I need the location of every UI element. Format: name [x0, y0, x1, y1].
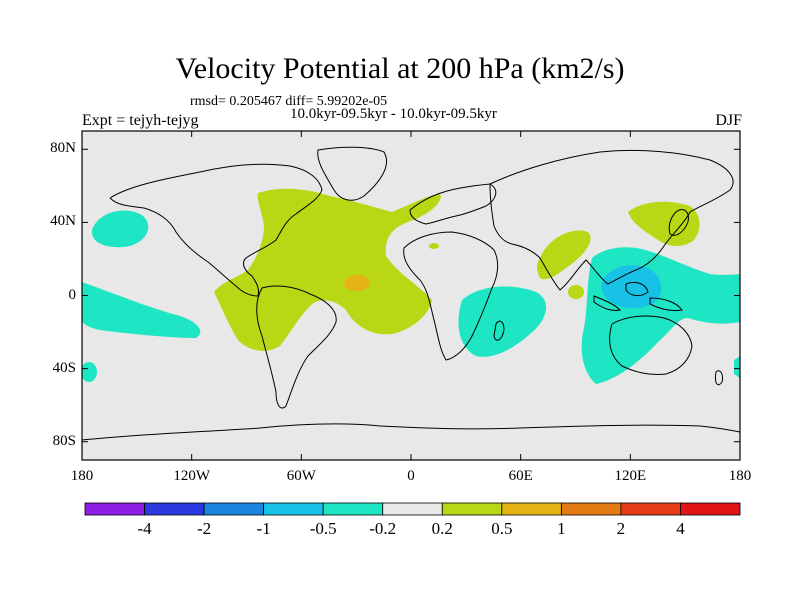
colorbar-level-label: 0.2 [431, 519, 453, 538]
y-tick-label: 40N [50, 213, 76, 230]
colorbar-level-label: 1 [557, 519, 566, 538]
x-tick-label: 180 [70, 468, 94, 484]
region-maritime-continent-core [601, 265, 662, 309]
colorbar-level-label: -0.5 [309, 519, 337, 538]
season-label: DJF [715, 112, 742, 129]
region-india-positive [537, 230, 591, 280]
region-indian-ocean-negative [458, 286, 547, 357]
colorbar-level-label: -4 [137, 519, 152, 538]
axis-ticks [81, 131, 741, 460]
colorbar-swatch [620, 502, 681, 516]
x-tick-label: 0 [407, 468, 415, 484]
colorbar [84, 502, 741, 516]
colorbar-swatch [322, 502, 384, 516]
x-tick-label: 120E [614, 468, 647, 484]
colorbar-level-label: -1 [256, 519, 271, 538]
region-south-pacific-negative [82, 362, 97, 382]
colorbar-swatch [680, 502, 741, 516]
x-tick-label: 60W [286, 468, 316, 484]
experiment-label: Expt = tejyh-tejyg [82, 112, 199, 129]
region-east-pacific-edge-negative [734, 356, 740, 378]
region-east-pacific-negative [82, 282, 201, 338]
colorbar-swatch [382, 502, 443, 516]
periods-label: 10.0kyr-09.5kyr - 10.0kyr-09.5kyr [290, 106, 497, 122]
colorbar-swatch [84, 502, 145, 516]
colorbar-swatch [263, 502, 324, 516]
region-east-asia-positive [628, 201, 700, 246]
coastlines [82, 146, 740, 441]
region-west-africa-positive [429, 243, 439, 249]
colorbar-swatch [144, 502, 205, 516]
x-tick-label: 60E [508, 468, 533, 484]
colorbar-level-label: 4 [676, 519, 685, 538]
y-tick-label: 80N [50, 140, 76, 157]
region-north-pacific-negative [91, 210, 149, 248]
region-atlantic-americas-positive [214, 188, 441, 351]
x-tick-label: 180 [728, 468, 752, 484]
colorbar-swatch [501, 502, 562, 516]
colorbar-swatch [560, 502, 622, 516]
x-tick-label: 120W [173, 468, 210, 484]
y-tick-label: 80S [52, 432, 76, 449]
chart-title: Velocity Potential at 200 hPa (km2/s) [175, 52, 625, 85]
colorbar-level-label: 0.5 [491, 519, 513, 538]
stats-line: rmsd= 0.205467 diff= 5.99202e-05 [190, 94, 388, 109]
region-central-atlantic-max [344, 275, 370, 291]
region-sri-lanka-positive [568, 285, 584, 299]
colorbar-level-label: -0.2 [369, 519, 397, 538]
y-tick-label: 0 [68, 286, 77, 303]
colorbar-swatch [203, 502, 265, 516]
colorbar-level-label: 2 [616, 519, 626, 538]
colorbar-swatch [441, 502, 503, 516]
y-tick-label: 40S [52, 359, 76, 376]
colorbar-level-label: -2 [196, 519, 212, 538]
